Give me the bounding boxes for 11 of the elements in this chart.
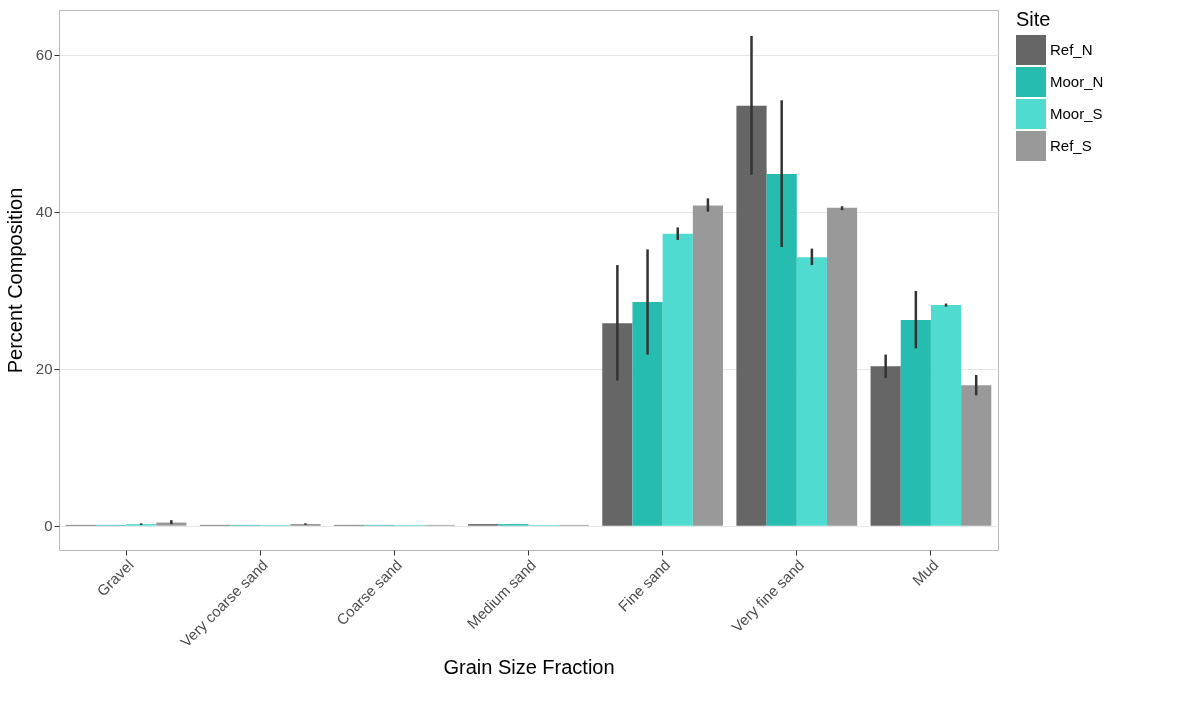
legend-title: Site [1016, 8, 1051, 30]
y-tick-label: 40 [35, 203, 53, 221]
y-tick-label: 20 [35, 360, 53, 378]
x-axis-title: Grain Size Fraction [443, 656, 615, 679]
y-tick-label: 0 [44, 517, 53, 535]
legend-label: Moor_N [1050, 73, 1104, 90]
legend-label: Ref_S [1050, 137, 1092, 154]
legend-label: Moor_S [1050, 105, 1103, 122]
y-axis-title: Percent Composition [3, 187, 26, 374]
y-tick-label: 60 [35, 46, 53, 64]
legend-label: Ref_N [1050, 41, 1093, 58]
